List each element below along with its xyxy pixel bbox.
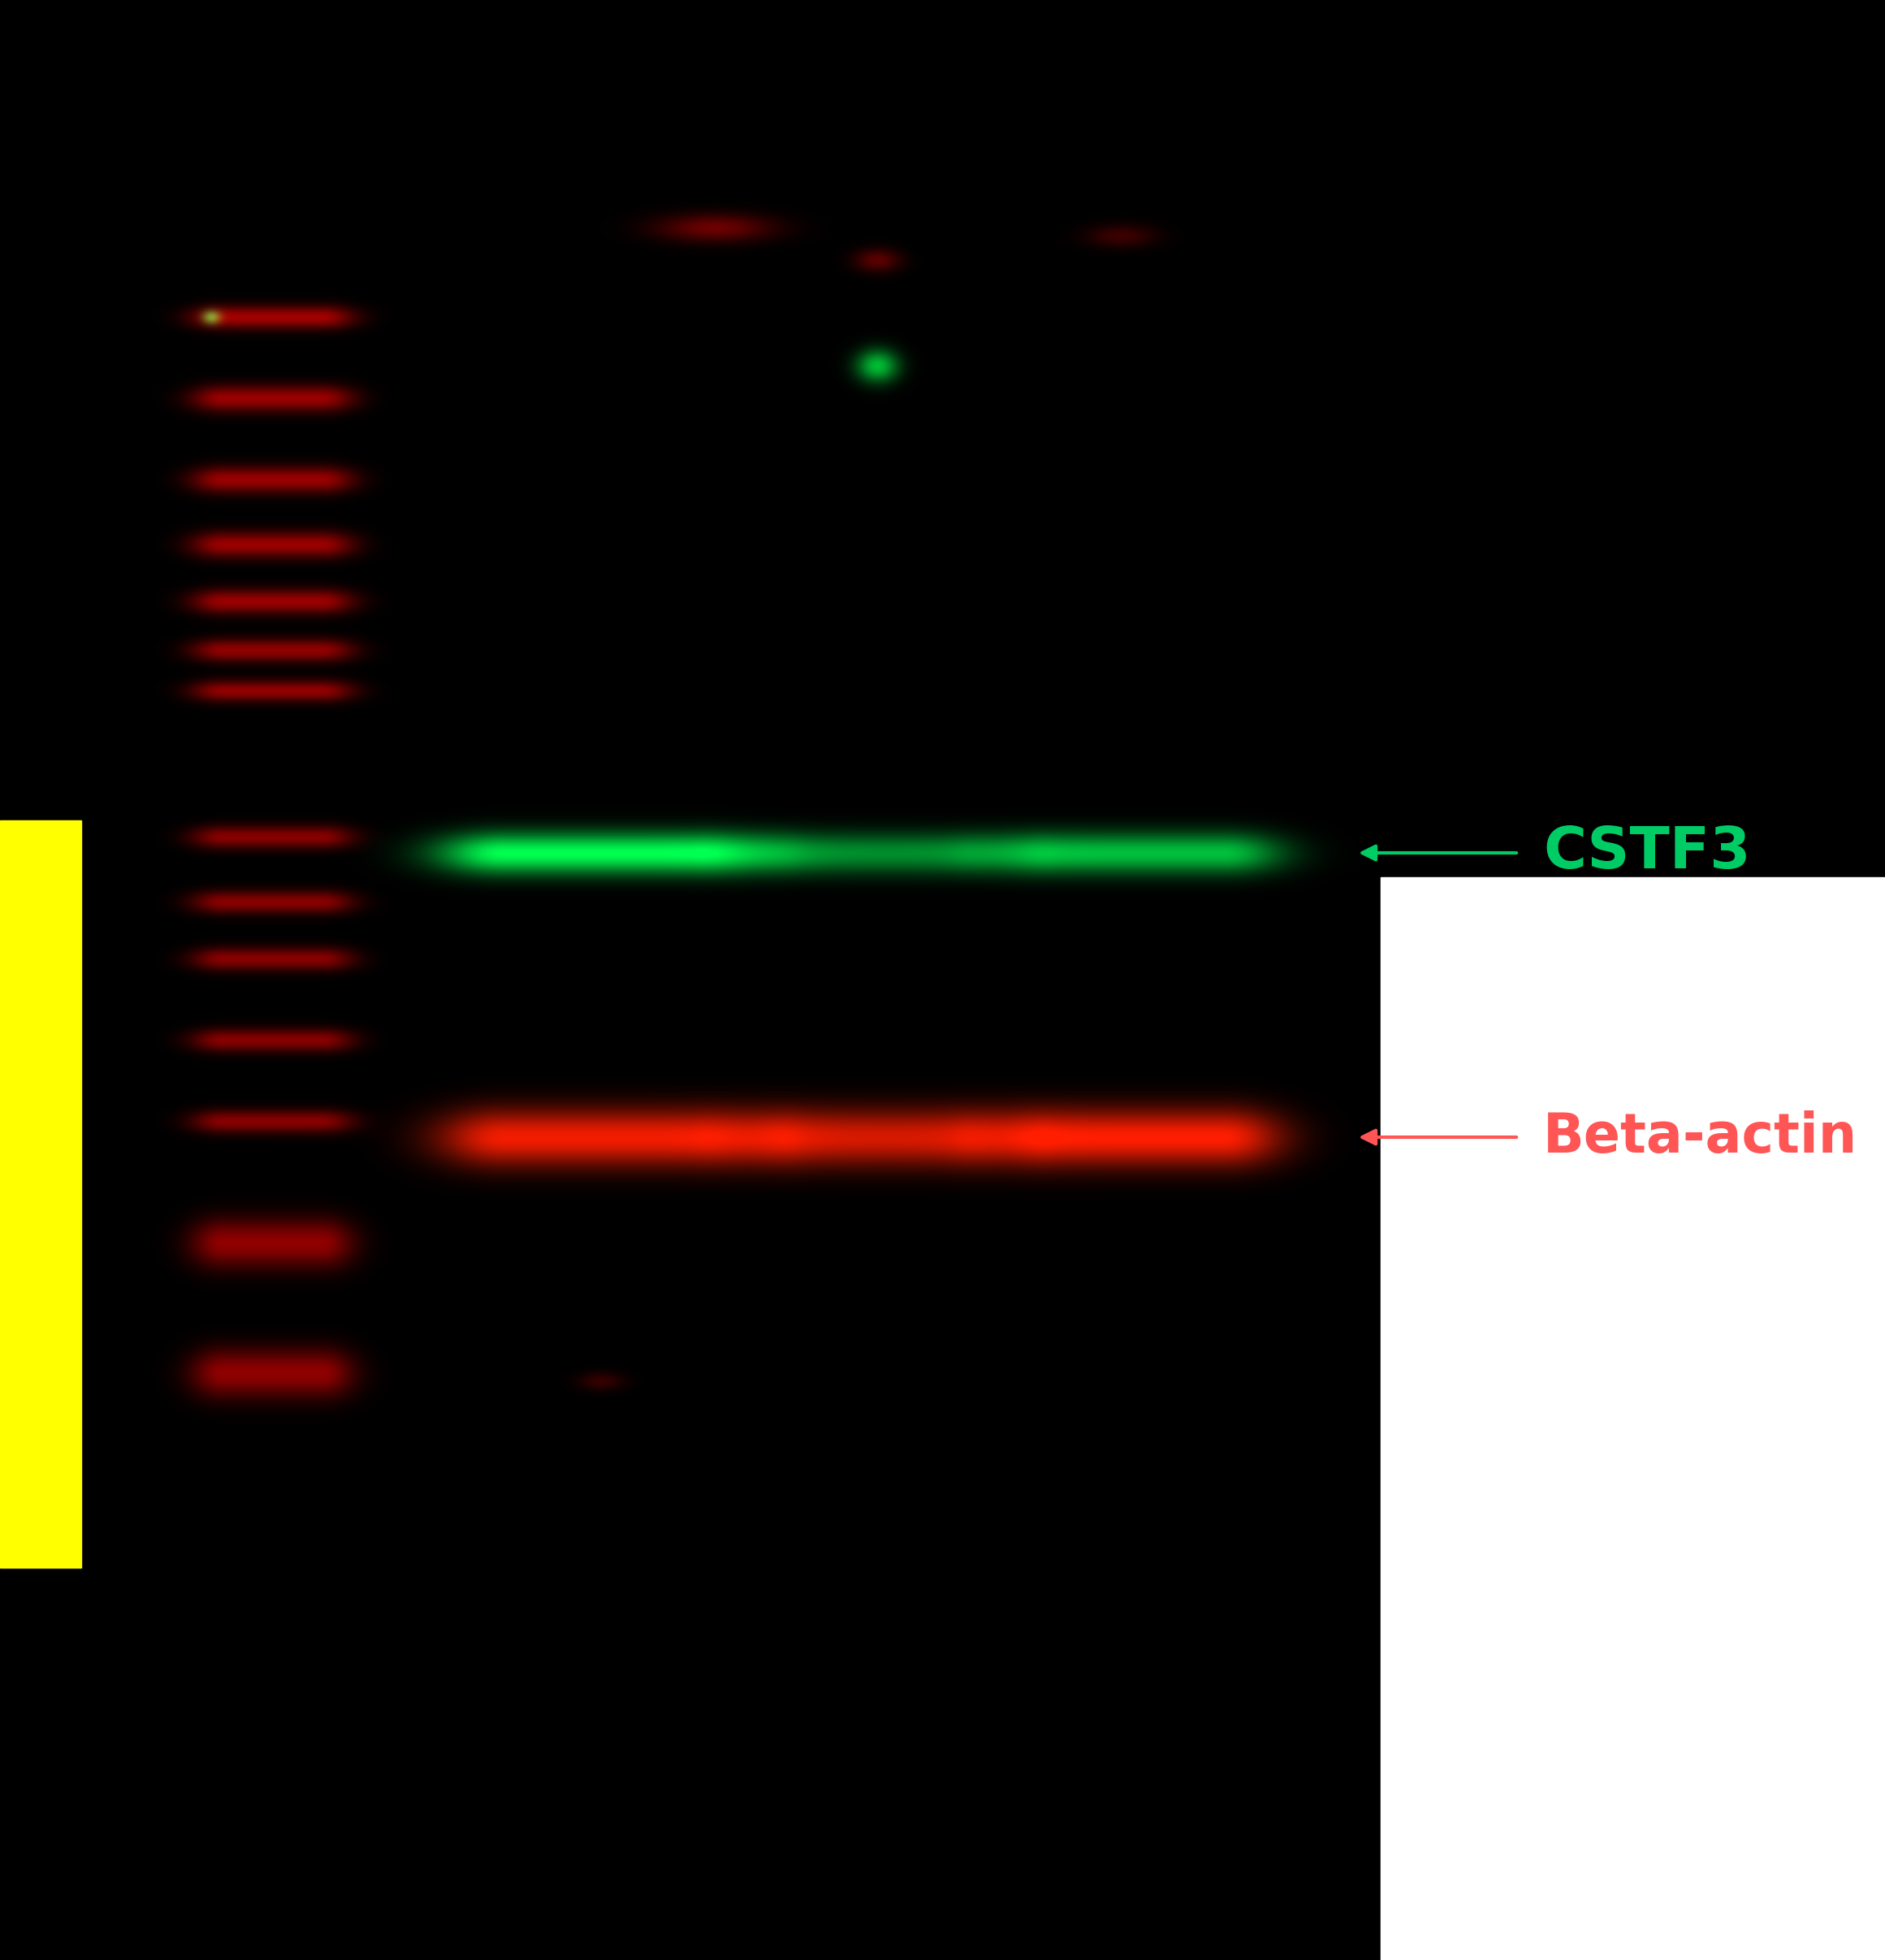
Text: CSTF3: CSTF3 [1544,825,1751,880]
Bar [1380,878,1885,1960]
Bar [0,821,81,1568]
Text: Beta-actin: Beta-actin [1544,1111,1857,1164]
